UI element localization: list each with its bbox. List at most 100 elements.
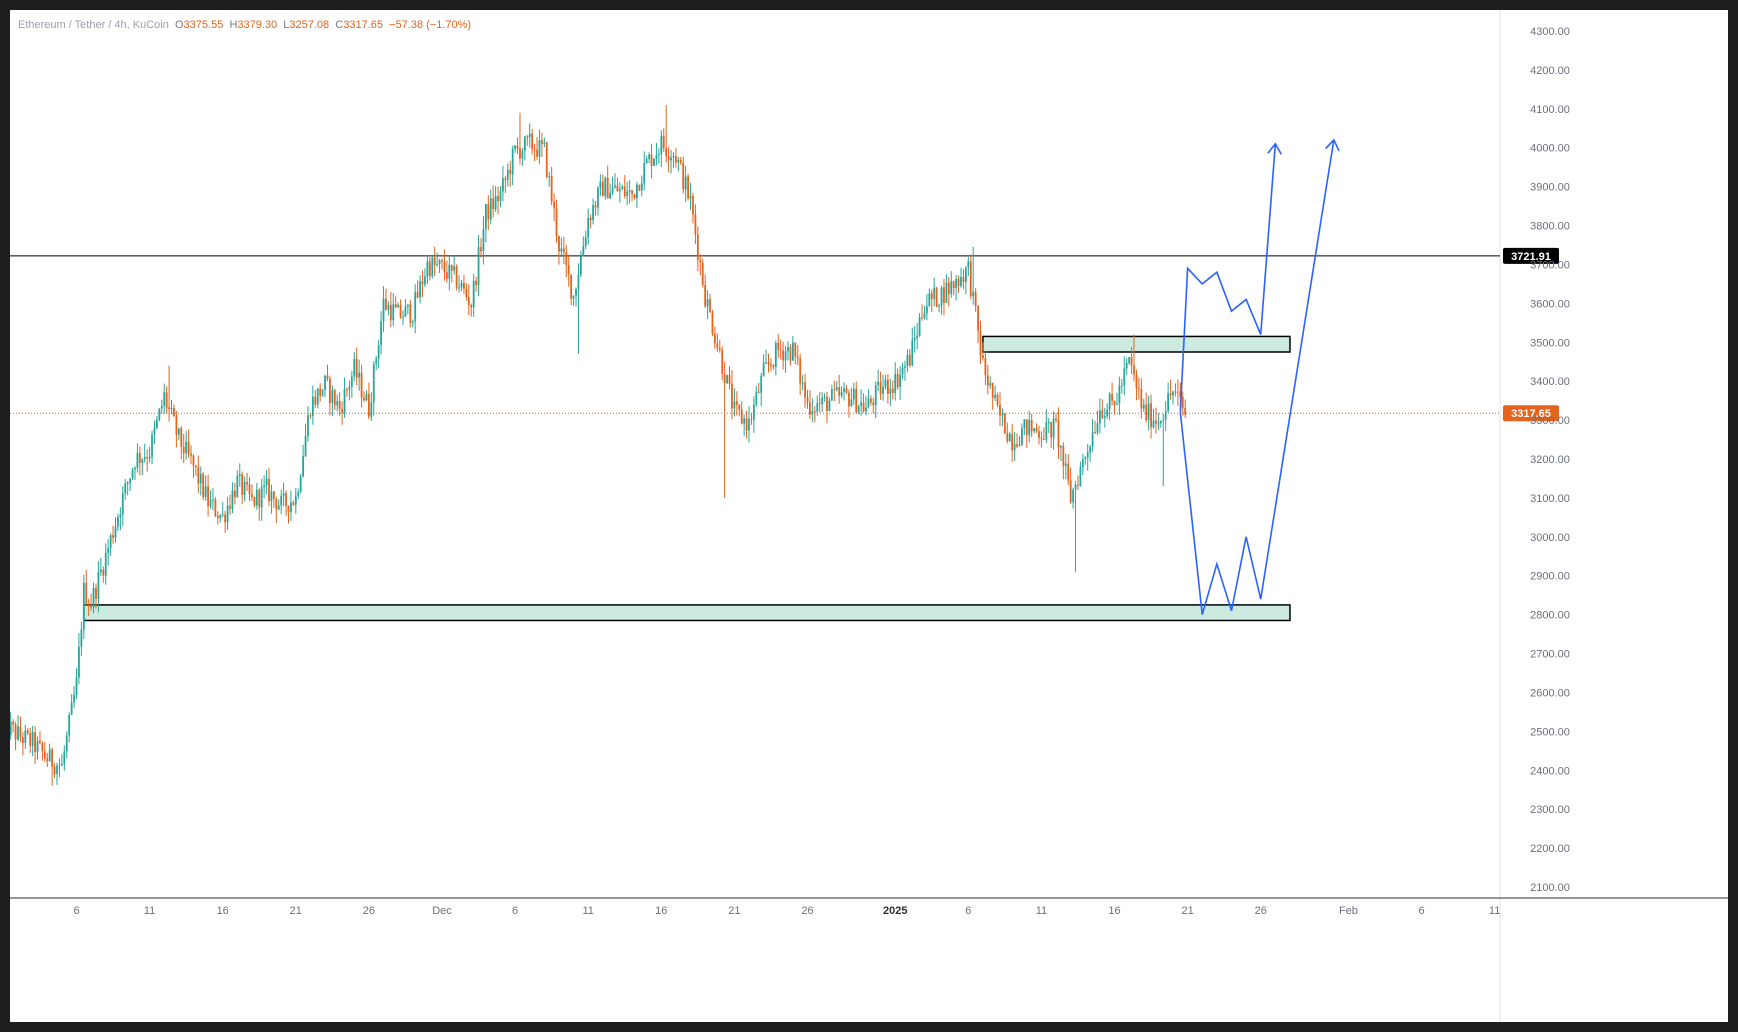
candle-body — [104, 552, 107, 576]
x-tick-label: 26 — [363, 905, 375, 917]
y-tick-label: 2800.00 — [1530, 610, 1570, 622]
candle-body — [921, 317, 923, 319]
candle-body — [675, 156, 677, 163]
candle-body — [377, 345, 380, 359]
candle-body — [650, 154, 653, 166]
candle-body — [882, 386, 884, 394]
candle-body — [226, 505, 229, 523]
candle-body — [243, 482, 246, 496]
candle-body — [587, 217, 590, 238]
candle-body — [506, 169, 509, 180]
candle-body — [601, 181, 604, 196]
candle-body — [821, 397, 824, 405]
candle-body — [818, 403, 821, 405]
change-percent: (−1.70%) — [426, 19, 472, 31]
price-level-label: 3317.65 — [1511, 408, 1551, 420]
candle-body — [633, 193, 636, 199]
x-tick-label: 2025 — [883, 905, 907, 917]
candle-body — [684, 176, 687, 190]
candle-body — [984, 358, 987, 376]
projection-path — [1179, 139, 1335, 615]
candle-body — [65, 735, 68, 752]
candle-body — [331, 390, 334, 404]
candle-body — [823, 396, 826, 398]
y-tick-label: 3900.00 — [1530, 182, 1570, 194]
candle-body — [70, 702, 73, 715]
candle-body — [643, 162, 646, 184]
candle-body — [662, 135, 665, 149]
x-tick-label: 6 — [1418, 905, 1424, 917]
candle-body — [58, 765, 61, 767]
candle-body — [1074, 484, 1077, 490]
candle-body — [860, 402, 863, 406]
x-tick-label: 11 — [582, 905, 593, 917]
candle-body — [726, 374, 728, 384]
candle-body — [943, 287, 945, 303]
candle-body — [472, 280, 475, 308]
candle-body — [309, 415, 312, 417]
price-level-label: 3721.91 — [1511, 251, 1551, 263]
candle-body — [672, 156, 675, 158]
candle-body — [928, 293, 931, 307]
candle-body — [280, 495, 283, 506]
candle-body — [1135, 374, 1138, 388]
x-tick-label: 11 — [144, 905, 155, 917]
candle-body — [1120, 385, 1123, 387]
candle-body — [791, 342, 794, 361]
candle-body — [575, 288, 577, 296]
candle-body — [891, 388, 894, 393]
candle-body — [723, 373, 726, 384]
candle-body — [896, 373, 899, 387]
candle-body — [840, 391, 843, 396]
candle-body — [175, 416, 178, 435]
candle-body — [470, 305, 473, 308]
candle-body — [750, 419, 753, 421]
candle-body — [772, 364, 775, 367]
candle-body — [299, 476, 302, 493]
candle-body — [1108, 394, 1111, 410]
candle-body — [10, 721, 12, 736]
candle-body — [770, 364, 772, 366]
candle-body — [453, 266, 456, 271]
candle-body — [699, 260, 702, 263]
candle-body — [560, 248, 563, 252]
candle-body — [572, 295, 575, 299]
candle-body — [1040, 437, 1043, 439]
y-tick-label: 2900.00 — [1530, 571, 1570, 583]
candle-body — [350, 376, 353, 387]
candle-body — [182, 446, 185, 454]
candle-body — [329, 378, 331, 404]
candle-body — [767, 362, 770, 365]
support-resistance-zone — [83, 604, 1291, 622]
candle-body — [1064, 463, 1067, 466]
candle-body — [945, 282, 948, 303]
symbol-legend: Ethereum / Tether / 4h, KuCoin O3375.55 … — [18, 19, 472, 31]
candle-body — [219, 514, 222, 519]
candle-body — [1118, 385, 1121, 404]
price-chart[interactable]: 3721.91 3317.65 2100.00 2200.00 2300.00 2400… — [10, 10, 1728, 1022]
candle-body — [584, 237, 587, 247]
candle-body — [1111, 394, 1113, 401]
candle-body — [1101, 410, 1104, 419]
candle-body — [796, 356, 799, 359]
candle-body — [935, 287, 938, 307]
candle-body — [14, 724, 17, 740]
candle-body — [972, 291, 975, 297]
candle-body — [304, 436, 307, 457]
x-tick-label: 26 — [1255, 905, 1267, 917]
candle-body — [545, 142, 548, 177]
candle-body — [241, 474, 244, 496]
candle-body — [238, 474, 241, 476]
candle-body — [1089, 446, 1092, 453]
candle-body — [850, 399, 853, 407]
candle-body — [346, 389, 348, 391]
candle-body — [34, 731, 36, 753]
candle-body — [567, 264, 570, 275]
candle-body — [502, 178, 504, 192]
y-tick-label: 4000.00 — [1530, 143, 1570, 155]
candle-body — [606, 177, 609, 199]
candle-body — [755, 391, 758, 405]
candle-body — [901, 367, 904, 375]
candle-body — [925, 306, 928, 314]
y-tick-label: 3800.00 — [1530, 221, 1570, 233]
